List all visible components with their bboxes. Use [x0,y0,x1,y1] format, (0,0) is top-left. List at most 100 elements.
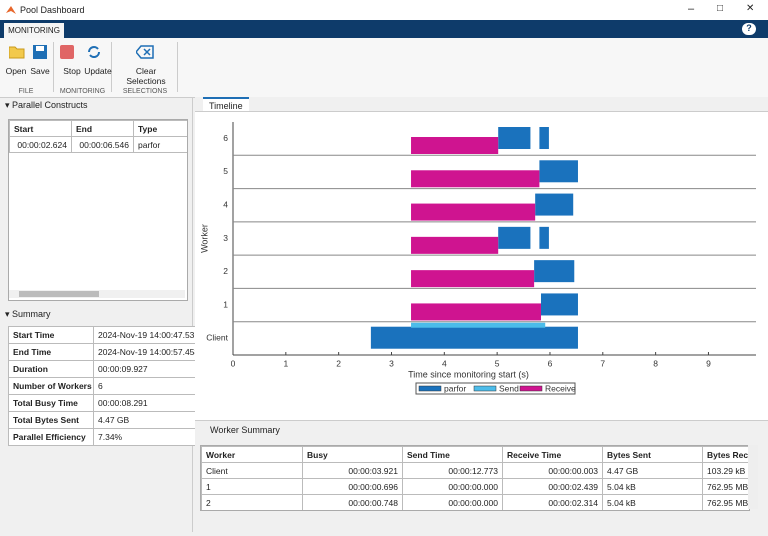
cell: End Time [8,343,94,361]
header-row: StartEndTypeFuncti [9,120,187,137]
legend-swatch [519,385,543,392]
segment [411,236,499,254]
cell: 103.29 kB [702,462,749,479]
close[interactable]: ✕ [746,3,755,14]
cell: 2024-Nov-19 14:00:47.531 [93,326,205,344]
cell: Start Time [8,326,94,344]
column-header: Type [133,120,187,137]
legend-swatch [418,385,442,392]
group-label: MONITORING [59,88,106,95]
legend-label[interactable]: Receive [545,383,576,393]
panel-title-text: Parallel Constructs [12,100,88,110]
table: Worker Busy Send Time Receive Time Bytes Sen… [201,446,749,510]
cell: 2024-Nov-19 14:00:57.458 [93,343,205,361]
group-label: FILE [18,88,34,95]
cell: 00:00:00.000 [402,494,503,510]
header-row: Worker Busy Send Time Receive Time Bytes Sen… [201,446,749,463]
segment [535,193,574,216]
panel-title: ▾ Summary [5,309,51,319]
x-tick-label: 0 [231,358,236,368]
maximize[interactable]: □ [717,3,724,14]
app-icon [6,6,16,14]
x-tick-label: 2 [336,358,341,368]
cell: 00:00:02.439 [502,478,603,495]
x-tick-label: 4 [442,358,447,368]
column-header: Receive Time [502,446,603,463]
cell: 00:00:08.291 [93,394,205,412]
cell: 762.95 MB [702,494,749,510]
y-tick-label: 2 [223,266,228,276]
segment [498,127,531,149]
segment [411,303,541,321]
row[interactable]: Client 00:00:03.921 00:00:12.773 00:00:00.0… [201,462,749,479]
icon [60,45,74,59]
panel-title: ▾ Parallel Constructs [5,100,88,110]
help[interactable]: ? [742,23,756,35]
cell: 4.47 GB [602,462,703,479]
toolbar-button[interactable]: Stop [63,66,81,76]
legend-label[interactable]: Send [499,383,519,393]
segment [411,203,536,221]
column-header: Bytes Sent [602,446,703,463]
segment [370,326,578,349]
y-tick-label: 3 [223,233,228,243]
cell: 00:00:00.748 [302,494,403,510]
x-axis-label: Time since monitoring start (s) [408,369,529,379]
row[interactable]: Parallel Efficiency 7.34% [8,428,205,446]
scrollbar[interactable] [748,445,758,509]
toolbar-button[interactable]: Open [5,66,27,76]
cell: 2 [201,494,303,510]
row[interactable]: Number of Workers 6 [8,377,205,395]
row[interactable]: 2 00:00:00.748 00:00:00.000 00:00:02.314 5.0… [201,494,749,510]
constructs-table: StartEndTypeFuncti00:00:02.62400:00:06.5… [8,119,188,301]
worker-table: Worker Busy Send Time Receive Time Bytes Sen… [200,445,750,511]
row[interactable]: Total Busy Time 00:00:08.291 [8,394,205,412]
row[interactable]: Duration 00:00:09.927 [8,360,205,378]
cell: 4.47 GB [93,411,205,429]
x-tick-label: 7 [600,358,605,368]
tab[interactable]: MONITORING [4,23,64,38]
row[interactable]: 1 00:00:00.696 00:00:00.000 00:00:02.439 5.0… [201,478,749,495]
table: Start Time 2024-Nov-19 14:00:47.531 End Ti… [8,326,205,446]
title-bar: Pool Dashboard – □ ✕ [0,0,768,20]
row[interactable]: Start Time 2024-Nov-19 14:00:47.531 [8,326,205,344]
segment [498,226,531,249]
scrollbar[interactable] [9,290,185,298]
toolbar-button[interactable]: Save [30,66,50,76]
segment [411,322,546,328]
row[interactable]: Total Bytes Sent 4.47 GB [8,411,205,429]
row[interactable]: End Time 2024-Nov-19 14:00:57.458 [8,343,205,361]
column-header: Start [9,120,72,137]
cell: Number of Workers [8,377,94,395]
cell: 1 [201,478,303,495]
cell: Parallel Efficiency [8,428,94,446]
timeline-chart: 6 5 4 3 2 1 Client 0 1 2 3 4 5 6 7 8 9 Time since monitor… [199,122,756,395]
x-tick-label: 6 [548,358,553,368]
toolbar-button[interactable]: Clear Selections [126,66,166,86]
segment [411,270,535,288]
segment [534,260,575,283]
table: StartEndTypeFuncti00:00:02.62400:00:06.5… [9,120,187,153]
cell: 00:00:00.003 [502,462,603,479]
cell: parfor [133,136,187,153]
worker-summary-panel: Worker Summary Worker Busy Send Time Receiv… [195,420,768,533]
group-label: SELECTIONS [122,88,168,95]
x-tick-label: 8 [653,358,658,368]
column-header: Bytes Received [702,446,749,463]
minimize[interactable]: – [688,3,695,15]
segment [539,160,578,183]
icon [33,45,47,59]
column-header: Busy [302,446,403,463]
cell: 00:00:09.927 [93,360,205,378]
icon [136,45,154,59]
toolbar-button[interactable]: Update [84,66,112,76]
icon [9,46,25,59]
window-title: Pool Dashboard [20,5,85,15]
cell: Duration [8,360,94,378]
cell: 5.04 kB [602,494,703,510]
legend-label[interactable]: parfor [444,383,466,393]
legend-swatch [473,385,497,392]
tab[interactable]: Timeline [203,97,249,111]
y-tick-label: 6 [223,133,228,143]
